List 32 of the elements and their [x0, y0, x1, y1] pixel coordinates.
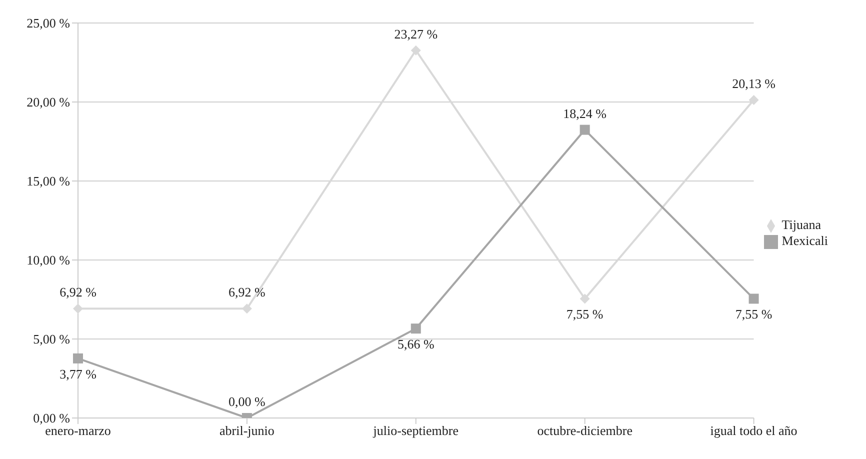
x-tick-label: igual todo el año — [710, 423, 798, 438]
y-tick-label: 25,00 % — [26, 16, 70, 31]
point — [410, 45, 421, 56]
point — [580, 124, 590, 135]
x-tick-label: enero-marzo — [45, 423, 111, 438]
data-label: 0,00 % — [228, 394, 266, 409]
x-tick-label: julio-septiembre — [372, 423, 459, 438]
data-label: 23,27 % — [394, 26, 438, 42]
data-label: 7,55 % — [566, 306, 604, 322]
legend-label: Tijuana — [782, 216, 822, 232]
y-tick-label: 20,00 % — [26, 94, 70, 110]
point — [580, 294, 590, 304]
y-tick-label: 10,00 % — [26, 252, 70, 268]
x-tick-label: abril-junio — [220, 423, 274, 438]
y-tick-label: 5,00 % — [33, 332, 70, 347]
y-tick-label: 0,00 % — [33, 410, 70, 426]
legend-label: Mexicali — [782, 233, 828, 248]
data-label: 20,13 % — [732, 76, 776, 91]
data-label: 18,24 % — [563, 106, 607, 121]
data-label: 6,92 % — [60, 284, 97, 300]
data-label: 7,55 % — [735, 306, 772, 322]
data-label: 6,92 % — [228, 284, 266, 300]
point — [73, 353, 83, 364]
point — [242, 304, 252, 314]
data-label: 3,77 % — [60, 366, 97, 382]
point — [748, 94, 759, 105]
data-label: 5,66 % — [397, 336, 434, 352]
point — [748, 294, 759, 304]
point — [73, 304, 83, 314]
x-tick-label: octubre-diciembre — [537, 423, 633, 438]
point — [410, 324, 421, 334]
y-tick-label: 15,00 % — [26, 174, 70, 189]
